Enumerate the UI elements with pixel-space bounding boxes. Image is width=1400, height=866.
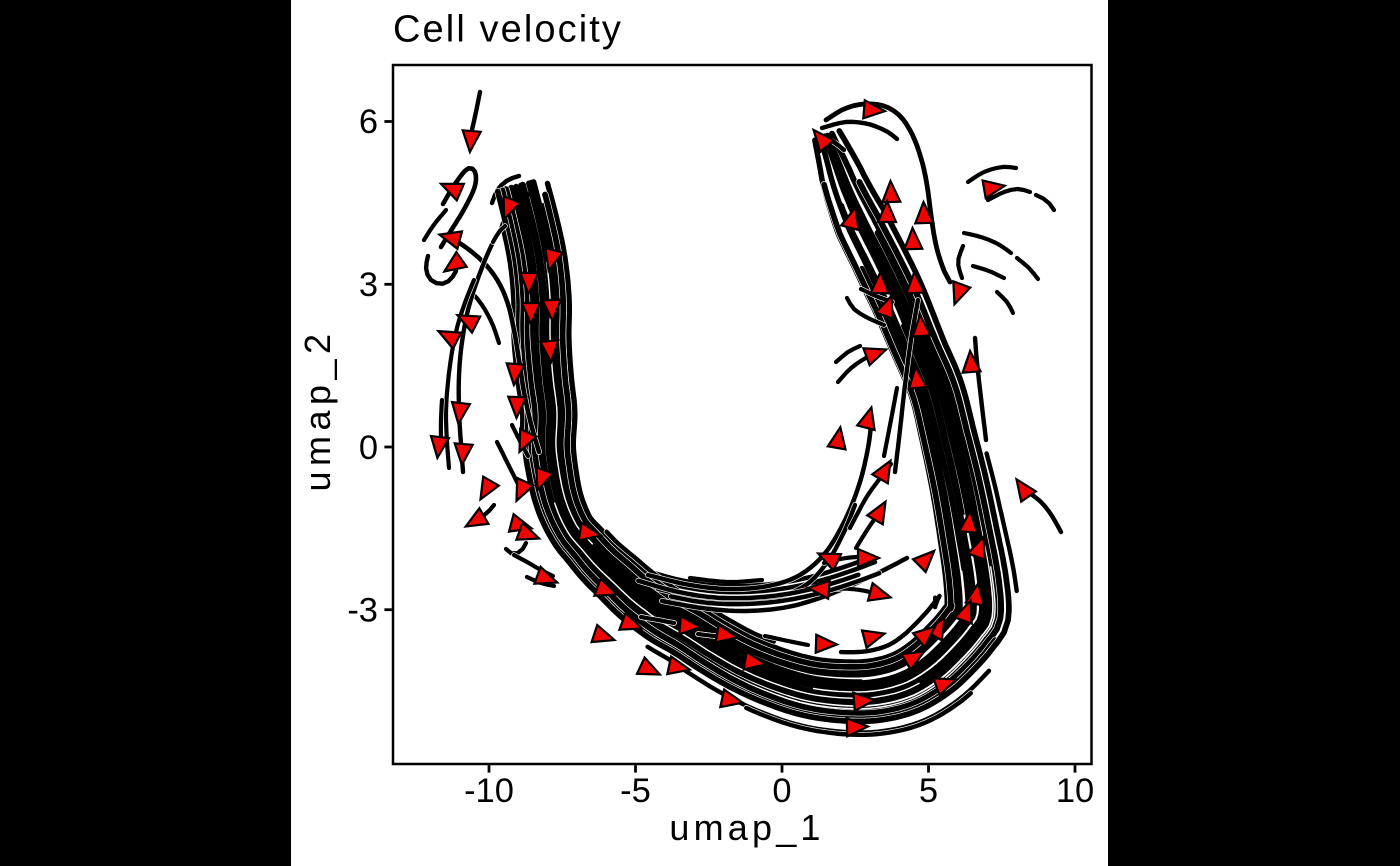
svg-text:Cell velocity: Cell velocity <box>393 9 623 51</box>
svg-text:-3: -3 <box>347 592 378 630</box>
svg-text:0: 0 <box>359 429 378 467</box>
svg-text:3: 3 <box>359 266 378 304</box>
svg-text:0: 0 <box>772 772 791 810</box>
svg-text:5: 5 <box>919 772 938 810</box>
svg-text:-5: -5 <box>620 772 651 810</box>
svg-text:-10: -10 <box>464 772 514 810</box>
svg-text:10: 10 <box>1056 772 1094 810</box>
svg-text:6: 6 <box>359 103 378 141</box>
svg-text:umap_1: umap_1 <box>669 807 824 848</box>
svg-text:umap_2: umap_2 <box>297 328 338 491</box>
